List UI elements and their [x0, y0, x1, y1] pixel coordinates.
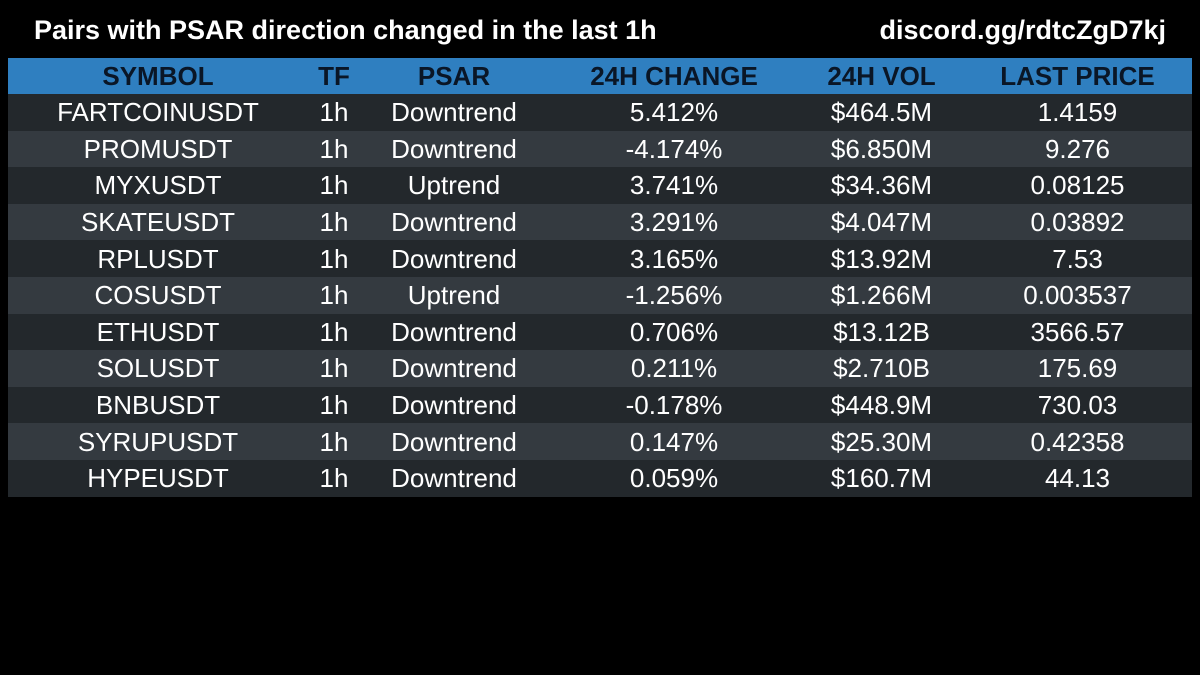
table-row: ETHUSDT 1h Downtrend 0.706% $13.12B 3566.57	[8, 313, 1192, 351]
table-row: SOLUSDT 1h Downtrend 0.211% $2.710B 175.69	[8, 350, 1192, 387]
cell-24h-vol: $13.12B	[833, 316, 930, 347]
discord-link[interactable]: discord.gg/rdtcZgD7kj	[879, 15, 1166, 45]
cell-psar: Downtrend	[391, 207, 517, 238]
cell-tf: 1h	[319, 353, 349, 384]
cell-symbol: BNBUSDT	[95, 390, 221, 421]
cell-psar: Downtrend	[391, 133, 517, 164]
cell-symbol: HYPEUSDT	[87, 463, 229, 494]
table-row: FARTCOINUSDT 1h Downtrend 5.412% $464.5M 1.41…	[8, 94, 1192, 131]
table-row: COSUSDT 1h Uptrend -1.256% $1.266M 0.003537	[8, 276, 1192, 314]
column-header-24h-vol: 24H VOL	[827, 61, 936, 91]
cell-psar: Downtrend	[391, 97, 517, 128]
cell-24h-vol: $448.9M	[830, 390, 933, 421]
cell-24h-vol: $2.710B	[833, 353, 930, 384]
cell-tf: 1h	[319, 463, 349, 494]
cell-last-price: 3566.57	[1030, 316, 1125, 347]
cell-symbol: COSUSDT	[94, 280, 222, 311]
cell-symbol: RPLUSDT	[97, 243, 219, 274]
cell-24h-change: -0.178%	[625, 390, 723, 421]
cell-tf: 1h	[319, 390, 349, 421]
cell-24h-change: 0.059%	[629, 463, 719, 494]
cell-last-price: 0.08125	[1030, 170, 1125, 201]
cell-last-price: 0.003537	[1023, 280, 1132, 311]
page-title: Pairs with PSAR direction changed in the…	[34, 15, 657, 45]
table-row: SKATEUSDT 1h Downtrend 3.291% $4.047M 0.03892	[8, 203, 1192, 241]
cell-last-price: 7.53	[1052, 243, 1103, 274]
cell-24h-vol: $160.7M	[830, 463, 933, 494]
cell-tf: 1h	[319, 426, 349, 457]
cell-24h-vol: $34.36M	[830, 170, 933, 201]
cell-symbol: ETHUSDT	[96, 316, 220, 347]
cell-24h-change: -4.174%	[625, 133, 723, 164]
cell-symbol: PROMUSDT	[83, 133, 233, 164]
cell-24h-vol: $1.266M	[830, 280, 933, 311]
cell-24h-vol: $13.92M	[830, 243, 933, 274]
table-row: PROMUSDT 1h Downtrend -4.174% $6.850M 9.276	[8, 130, 1192, 168]
cell-tf: 1h	[319, 170, 349, 201]
cell-24h-change: 0.147%	[629, 426, 719, 457]
table-header-row: SYMBOL TF PSAR 24H CHANGE 24H VOL LAST P…	[8, 58, 1192, 94]
cell-last-price: 0.03892	[1030, 207, 1125, 238]
cell-24h-change: 0.211%	[630, 353, 718, 384]
cell-tf: 1h	[319, 280, 349, 311]
column-header-psar: PSAR	[417, 61, 491, 91]
cell-24h-change: 5.412%	[629, 97, 719, 128]
column-header-24h-change: 24H CHANGE	[590, 61, 758, 91]
cell-last-price: 9.276	[1044, 133, 1111, 164]
cell-last-price: 730.03	[1037, 390, 1118, 421]
table-row: MYXUSDT 1h Uptrend 3.741% $34.36M 0.08125	[8, 167, 1192, 204]
cell-symbol: SYRUPUSDT	[77, 426, 239, 457]
cell-psar: Downtrend	[391, 463, 517, 494]
cell-symbol: SKATEUSDT	[80, 207, 236, 238]
table-row: BNBUSDT 1h Downtrend -0.178% $448.9M 730.03	[8, 386, 1192, 424]
cell-24h-vol: $4.047M	[830, 207, 933, 238]
cell-tf: 1h	[319, 243, 349, 274]
cell-last-price: 0.42358	[1030, 426, 1125, 457]
cell-24h-vol: $464.5M	[830, 97, 933, 128]
cell-last-price: 44.13	[1044, 463, 1111, 494]
table-row: HYPEUSDT 1h Downtrend 0.059% $160.7M 44.13	[8, 459, 1192, 497]
cell-psar: Uptrend	[407, 280, 501, 311]
cell-symbol: MYXUSDT	[94, 170, 222, 201]
cell-psar: Downtrend	[391, 243, 517, 274]
cell-24h-vol: $6.850M	[830, 133, 933, 164]
cell-24h-change: -1.256%	[625, 280, 723, 311]
cell-24h-change: 3.741%	[629, 170, 719, 201]
cell-tf: 1h	[319, 133, 349, 164]
cell-psar: Uptrend	[407, 170, 501, 201]
cell-last-price: 1.4159	[1037, 97, 1118, 128]
cell-psar: Downtrend	[391, 426, 517, 457]
title-bar: Pairs with PSAR direction changed in the…	[0, 0, 1200, 58]
cell-psar: Downtrend	[391, 353, 517, 384]
table-body: FARTCOINUSDT 1h Downtrend 5.412% $464.5M 1.41…	[8, 94, 1192, 497]
cell-symbol: FARTCOINUSDT	[57, 97, 259, 128]
cell-psar: Downtrend	[391, 390, 517, 421]
psar-table: SYMBOL TF PSAR 24H CHANGE 24H VOL LAST P…	[8, 58, 1192, 497]
cell-24h-change: 0.706%	[629, 316, 719, 347]
column-header-tf: TF	[318, 61, 350, 91]
column-header-symbol: SYMBOL	[102, 61, 214, 91]
cell-tf: 1h	[319, 97, 349, 128]
cell-24h-change: 3.291%	[629, 207, 719, 238]
cell-tf: 1h	[319, 207, 349, 238]
psar-table-container: SYMBOL TF PSAR 24H CHANGE 24H VOL LAST P…	[8, 58, 1192, 497]
cell-24h-vol: $25.30M	[830, 426, 933, 457]
cell-last-price: 175.69	[1037, 353, 1118, 384]
column-header-last-price: LAST PRICE	[1000, 61, 1155, 91]
table-row: RPLUSDT 1h Downtrend 3.165% $13.92M 7.53	[8, 240, 1192, 277]
cell-psar: Downtrend	[391, 316, 517, 347]
cell-tf: 1h	[319, 316, 349, 347]
cell-symbol: SOLUSDT	[96, 353, 220, 384]
cell-24h-change: 3.165%	[629, 243, 719, 274]
table-row: SYRUPUSDT 1h Downtrend 0.147% $25.30M 0.42358	[8, 423, 1192, 460]
